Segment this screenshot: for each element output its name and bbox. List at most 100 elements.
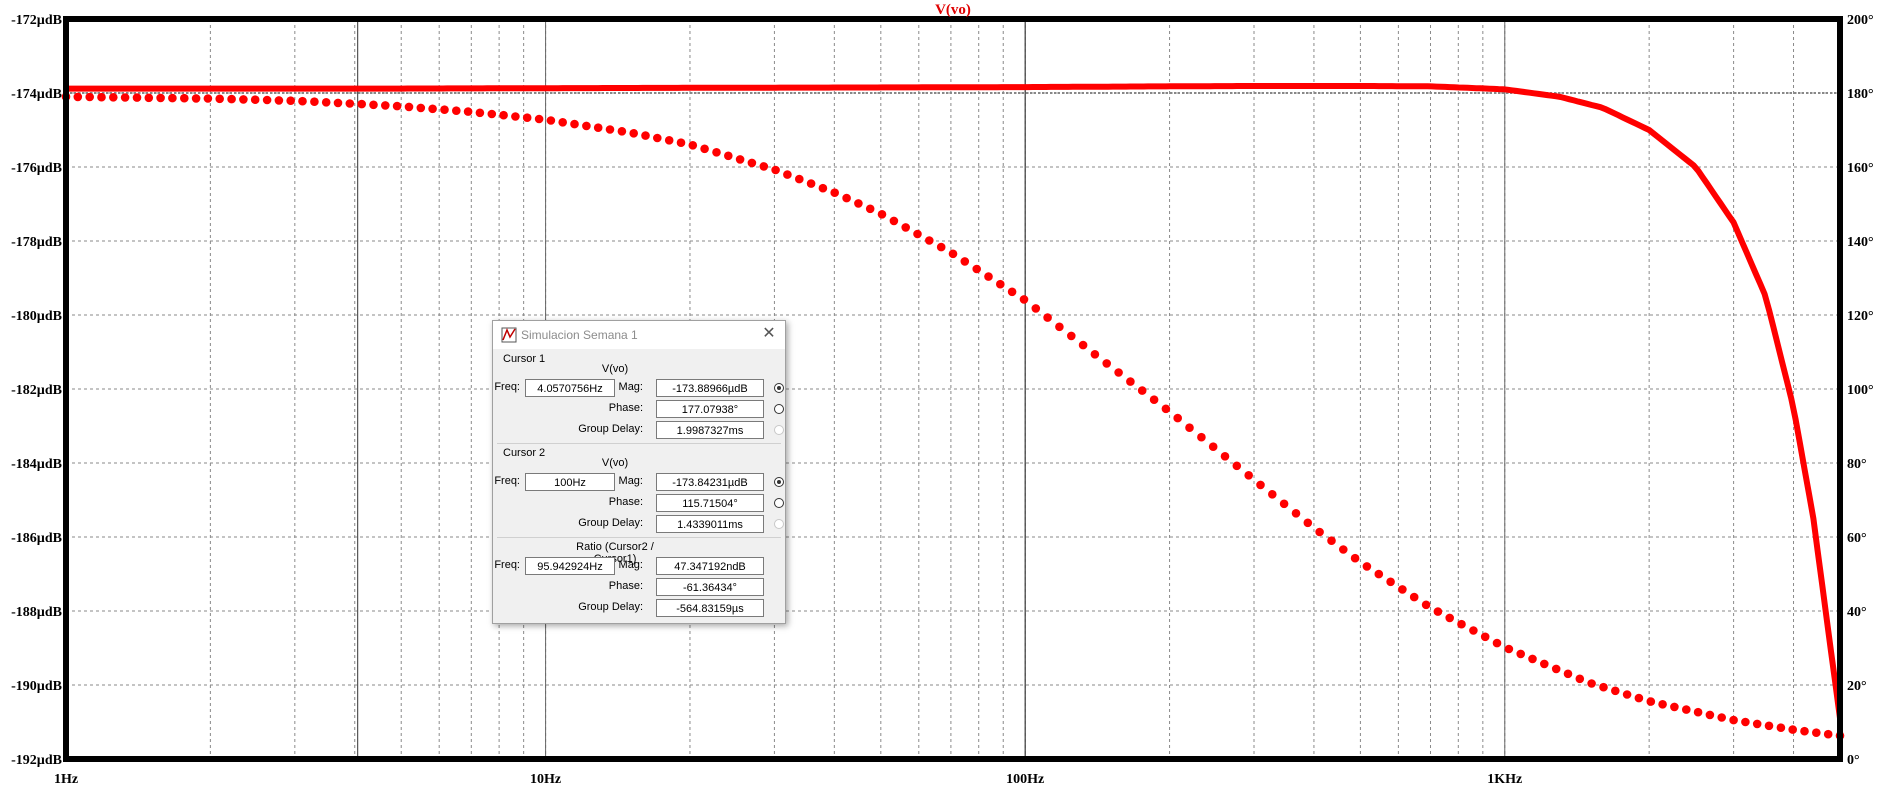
phase-point (144, 93, 154, 103)
phase-point (463, 107, 473, 116)
phase-point (1469, 626, 1478, 635)
phase-point (724, 151, 733, 161)
phase-point (865, 204, 875, 214)
cursor2-mag-radio[interactable] (774, 477, 784, 487)
phase-point (1682, 705, 1691, 714)
phase-point (1693, 707, 1703, 717)
phase-point (558, 118, 567, 127)
ratio-phase-field[interactable]: -61.36434° (656, 578, 764, 596)
phase-point (1268, 490, 1277, 499)
phase-point (582, 121, 591, 131)
phase-point (593, 123, 603, 132)
phase-point (73, 92, 83, 102)
cursor1-freq-label: Freq: (494, 381, 520, 393)
phase-point (381, 101, 390, 110)
phase-point (570, 119, 579, 129)
phase-point (735, 155, 745, 164)
cursor1-mag-radio[interactable] (774, 383, 784, 393)
cursor2-mag-field[interactable]: -173.84231µdB (656, 473, 764, 491)
y-left-tick-label: -186µdB (11, 531, 62, 546)
phase-point (1764, 721, 1774, 731)
cursor-dialog[interactable]: Simulacion Semana 1 ✕ Cursor 1 V(vo) Fre… (492, 320, 786, 624)
phase-point (1149, 395, 1159, 405)
x-tick-label: 100Hz (1006, 772, 1044, 787)
phase-point (416, 103, 426, 113)
phase-point (1102, 359, 1111, 368)
y-right-tick-label: 60° (1847, 531, 1867, 546)
chart-title: V(vo) (935, 2, 971, 18)
cursor2-group-delay-field[interactable]: 1.4339011ms (656, 515, 764, 533)
y-right-tick-label: 180° (1847, 87, 1874, 102)
phase-point (972, 264, 981, 274)
ratio-phase-label: Phase: (608, 580, 643, 592)
phase-point (404, 102, 414, 112)
phase-point (1611, 686, 1620, 696)
cursor1-freq-field[interactable]: 4.0570756Hz (525, 379, 615, 397)
phase-point (1339, 545, 1348, 554)
phase-point (1752, 719, 1762, 729)
y-left-tick-label: -192µdB (11, 753, 62, 768)
y-right-tick-label: 100° (1847, 383, 1874, 398)
y-left-tick-label: -190µdB (11, 679, 62, 694)
phase-point (1528, 654, 1537, 664)
close-icon[interactable]: ✕ (762, 325, 776, 342)
phase-point (1741, 717, 1750, 727)
waveform-app-icon (501, 327, 517, 343)
phase-point (239, 95, 248, 104)
phase-point (1374, 569, 1384, 579)
ratio-group-delay-field[interactable]: -564.83159µs (656, 599, 764, 617)
phase-point (960, 257, 970, 266)
cursor2-group-delay-radio[interactable] (774, 519, 784, 529)
cursor2-group-label: Cursor 2 (503, 447, 546, 459)
phase-point (1031, 304, 1041, 313)
phase-point (499, 110, 508, 120)
cursor2-phase-field[interactable]: 115.71504° (656, 494, 764, 512)
phase-point (534, 114, 544, 124)
phase-point (487, 109, 497, 119)
phase-point (1137, 386, 1147, 395)
x-tick-label: 1KHz (1487, 772, 1522, 787)
phase-point (1291, 509, 1301, 518)
phase-point (1634, 693, 1644, 703)
cursor1-phase-radio[interactable] (774, 404, 784, 414)
phase-point (1504, 644, 1514, 654)
phase-point (948, 249, 958, 259)
phase-point (830, 188, 839, 197)
tick-labels: -192µdB -190µdB -188µdB -186µdB -184µdB -182µ… (11, 13, 1873, 787)
phase-point (333, 98, 343, 108)
phase-point (1670, 702, 1679, 712)
ratio-group-delay-label: Group Delay: (578, 601, 643, 613)
ratio-mag-field[interactable]: 47.347192ndB (656, 557, 764, 575)
cursor-lines (357, 19, 1026, 759)
phase-point (653, 133, 662, 143)
phase-point (1812, 728, 1821, 737)
phase-point (605, 125, 615, 134)
cursor2-phase-radio[interactable] (774, 498, 784, 508)
ratio-freq-label: Freq: (494, 559, 520, 571)
ratio-freq-field[interactable]: 95.942924Hz (525, 557, 615, 575)
phase-point (274, 96, 284, 105)
phase-point (913, 229, 922, 239)
phase-point (1492, 638, 1502, 648)
dialog-titlebar[interactable]: Simulacion Semana 1 ✕ (493, 321, 785, 349)
cursor1-phase-field[interactable]: 177.07938° (656, 400, 764, 418)
cursor2-freq-field[interactable]: 100Hz (525, 473, 615, 491)
phase-point (1303, 518, 1313, 528)
cursor1-group-delay-radio[interactable] (774, 425, 784, 435)
y-left-tick-label: -188µdB (11, 605, 62, 620)
y-right-tick-label: 80° (1847, 457, 1867, 472)
phase-point (1433, 607, 1443, 616)
phase-point (854, 199, 863, 208)
cursor1-mag-field[interactable]: -173.88966µdB (656, 379, 764, 397)
phase-point (109, 93, 118, 102)
phase-point (1185, 423, 1194, 433)
phase-point (818, 183, 828, 193)
phase-point (1421, 600, 1431, 610)
phase-point (191, 94, 201, 103)
phase-point (298, 96, 307, 106)
phase-point (688, 141, 698, 150)
phase-point (1540, 659, 1549, 669)
cursor1-group-delay-field[interactable]: 1.9987327ms (656, 421, 764, 439)
grid (66, 18, 1840, 760)
y-left-tick-label: -172µdB (11, 13, 62, 28)
